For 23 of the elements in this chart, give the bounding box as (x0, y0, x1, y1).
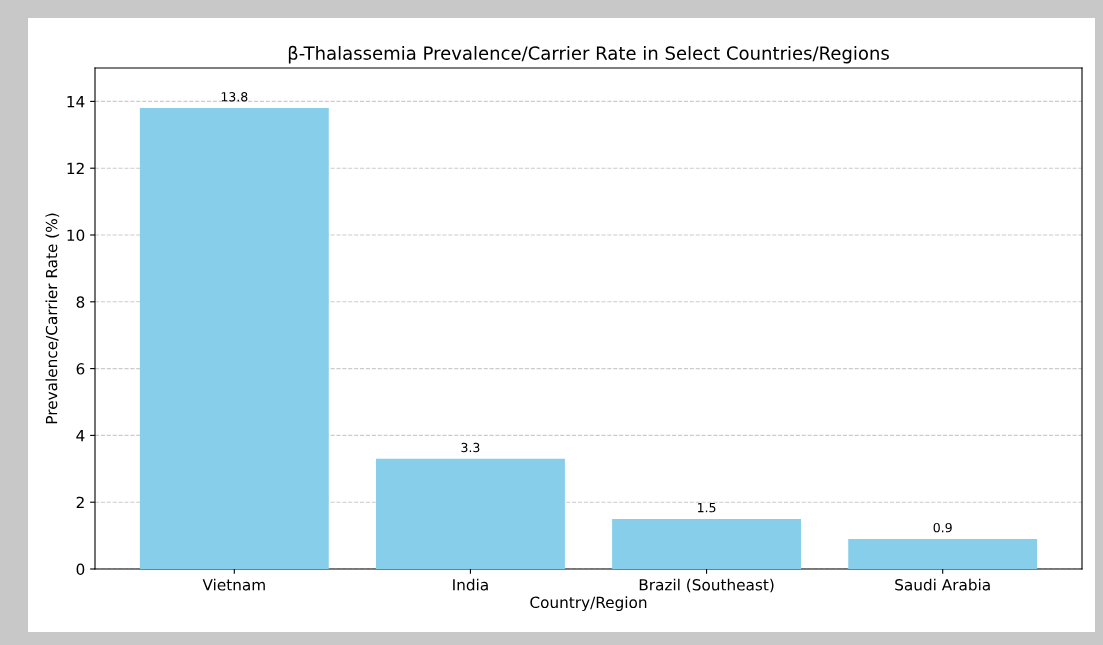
chart-title: β-Thalassemia Prevalence/Carrier Rate in Select Countries/Regions (288, 45, 889, 64)
y-tick-label: 10 (67, 229, 85, 242)
y-tick-label: 14 (67, 96, 85, 108)
x-tick-label: India (453, 578, 488, 591)
bar (848, 538, 1038, 569)
x-tick-label: Brazil (Southeast) (639, 578, 774, 593)
y-tick-label: 6 (76, 363, 85, 375)
data-label: 13.8 (221, 92, 248, 102)
bar (612, 518, 802, 569)
y-tick-label: 8 (76, 296, 85, 308)
data-label: 0.9 (933, 522, 952, 533)
y-tick-label: 2 (76, 496, 84, 508)
x-tick-label: Saudi Arabia (895, 578, 990, 591)
x-tick-label: Vietnam (202, 578, 265, 591)
y-tick-label: 4 (76, 430, 85, 442)
bar (139, 108, 329, 569)
y-axis-title: Prevalence/Carrier Rate (%) (45, 213, 60, 424)
x-axis-title: Country/Region (530, 596, 647, 612)
y-tick-label: 0 (76, 563, 85, 576)
bar (375, 458, 565, 569)
y-tick-label: 12 (67, 162, 84, 174)
data-label: 3.3 (461, 442, 480, 453)
data-label: 1.5 (698, 503, 716, 513)
